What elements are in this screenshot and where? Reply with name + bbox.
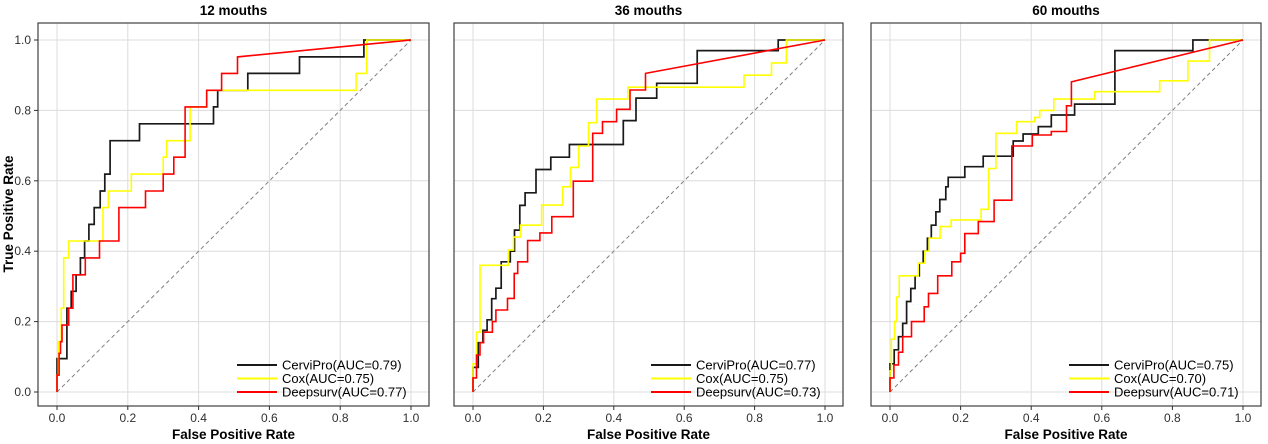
x-axis-title: False Positive Rate	[1004, 427, 1128, 442]
x-tick-label: 0.0	[49, 411, 66, 425]
legend-item-label-cox: Cox(AUC=0.70)	[1114, 371, 1206, 386]
panel-border	[37, 22, 430, 407]
legend-item-label-cervipro: CerviPro(AUC=0.75)	[1114, 358, 1234, 373]
y-tick-label: 1.0	[14, 33, 31, 47]
x-tick-label: 0.6	[1093, 411, 1110, 425]
x-tick-label: 0.0	[465, 411, 482, 425]
y-tick-label: 0.2	[14, 315, 31, 329]
x-tick-label: 0.8	[1164, 411, 1181, 425]
x-tick-label: 0.2	[952, 411, 969, 425]
y-tick-label: 0.0	[14, 385, 31, 399]
roc-panel-60-mouths: 0.0 0.2 0.4 0.6 0.8 1.0 60 mouths False Positiv…	[870, 3, 1262, 442]
x-tick-label: 0.4	[1023, 411, 1040, 425]
x-tick-label: 0.2	[535, 411, 552, 425]
y-tick-label: 0.6	[14, 174, 31, 188]
panel-title: 60 mouths	[1032, 3, 1100, 18]
roc-curve-deepsurv	[56, 39, 412, 392]
panel-title: 36 mouths	[615, 3, 683, 18]
legend-item-label-cox: Cox(AUC=0.75)	[696, 371, 788, 386]
x-tick-label: 0.6	[261, 411, 278, 425]
roc-curve-cervipro	[56, 39, 411, 392]
x-axis-title: False Positive Rate	[587, 427, 711, 442]
diagonal-reference-line	[56, 39, 412, 393]
roc-curve-cervipro	[889, 39, 1243, 392]
x-tick-label: 0.4	[190, 411, 207, 425]
panel-title: 12 mouths	[200, 3, 268, 18]
roc-panel-36-mouths: 0.0 0.2 0.4 0.6 0.8 1.0 36 mouths False Positiv…	[453, 3, 844, 442]
roc-curve-deepsurv	[889, 39, 1244, 392]
x-tick-label: 0.8	[746, 411, 763, 425]
legend-item-label-cox: Cox(AUC=0.75)	[282, 371, 374, 386]
y-tick-label: 0.8	[14, 103, 31, 117]
x-axis-title: False Positive Rate	[172, 427, 296, 442]
x-tick-label: 0.2	[119, 411, 136, 425]
legend-item-label-deepsurv: Deepsurv(AUC=0.71)	[1114, 385, 1239, 400]
legend-item-label-deepsurv: Deepsurv(AUC=0.73)	[696, 385, 821, 400]
diagonal-reference-line	[472, 39, 826, 393]
panels-group: 0.0 0.2 0.4 0.6 0.8 1.0 0.0 0.2 0.4 0.6 0.8 1.0 12 m…	[14, 3, 1262, 442]
diagonal-reference-line	[889, 39, 1244, 393]
y-tick-label: 0.4	[14, 244, 31, 258]
legend-item-label-cervipro: CerviPro(AUC=0.77)	[696, 358, 816, 373]
x-tick-label: 1.0	[403, 411, 420, 425]
panel-border	[453, 22, 844, 407]
x-tick-label: 1.0	[1235, 411, 1252, 425]
x-tick-label: 0.4	[605, 411, 622, 425]
roc-panel-12-mouths: 0.0 0.2 0.4 0.6 0.8 1.0 0.0 0.2 0.4 0.6 0.8 1.0 12 m…	[14, 3, 430, 442]
x-tick-label: 1.0	[817, 411, 834, 425]
x-tick-label: 0.6	[676, 411, 693, 425]
panel-border	[870, 22, 1262, 407]
legend-item-label-deepsurv: Deepsurv(AUC=0.77)	[282, 385, 407, 400]
roc-curve-cervipro	[472, 39, 825, 392]
x-tick-label: 0.8	[332, 411, 349, 425]
roc-curve-deepsurv	[472, 39, 826, 392]
roc-curve-cox	[472, 39, 825, 392]
y-axis-title: True Positive Rate	[1, 155, 16, 273]
roc-curve-cox	[889, 39, 1243, 392]
x-tick-label: 0.0	[882, 411, 899, 425]
legend-item-label-cervipro: CerviPro(AUC=0.79)	[282, 358, 402, 373]
roc-curve-cox	[56, 39, 411, 392]
